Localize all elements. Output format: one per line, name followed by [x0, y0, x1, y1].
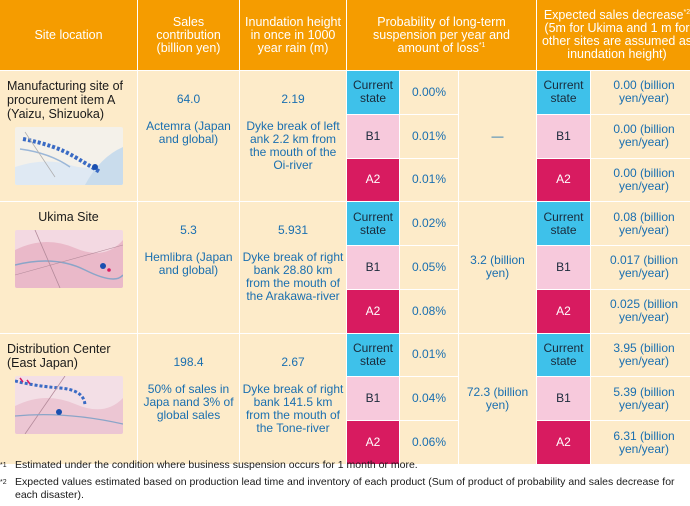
footnote-2-mark: *2 — [0, 479, 7, 486]
probability-value: 0.05% — [400, 246, 458, 289]
scenario-b1-label: B1 — [537, 377, 590, 421]
sales-value: 64.0 — [176, 92, 201, 106]
height-desc: Dyke break of right bank 141.5 km from t… — [242, 381, 344, 435]
scenario-b1-label: B1 — [537, 114, 590, 158]
height-value: 2.19 — [281, 92, 305, 106]
height-value: 5.931 — [277, 223, 309, 238]
site-cell-ukima: Ukima Site — [0, 202, 137, 333]
loss-amount: — — [459, 71, 536, 202]
site-map-image-distribution-center — [14, 375, 123, 434]
probability-value: 0.06% — [400, 421, 458, 464]
scenario-b1-label: B1 — [537, 246, 590, 289]
sales-value: 198.4 — [173, 354, 204, 369]
scenario-a2-label: A2 — [537, 421, 590, 464]
decrease-value: 5.39 (billion yen/year) — [591, 377, 690, 421]
scenario-b1-label: B1 — [347, 246, 399, 289]
scenario-current-label: Current state — [347, 333, 399, 377]
site-map-image-yaizu — [14, 127, 123, 185]
probability-value: 0.01% — [400, 114, 458, 158]
height-desc: Dyke break of right bank 28.80 km from t… — [242, 250, 344, 304]
sales-desc: Hemlibra (Japan and global) — [144, 250, 233, 278]
site-name: Distribution Center (East Japan) — [7, 341, 111, 370]
risk-table: Site location Sales contribution (billio… — [0, 0, 690, 464]
decrease-value: 0.025 (billion yen/year) — [591, 289, 690, 333]
footnote-2-text: Expected values estimated based on produ… — [15, 476, 675, 501]
scenario-current-label: Current state — [537, 71, 590, 114]
decrease-value: 3.95 (billion yen/year) — [591, 333, 690, 377]
scenario-current-label: Current state — [347, 202, 399, 246]
header-expected-decrease-text: Expected sales decrease — [543, 8, 684, 22]
header-site-location: Site location — [0, 0, 137, 70]
probability-value: 0.01% — [400, 333, 458, 377]
scenario-a2-label: A2 — [537, 158, 590, 202]
probability-value: 0.04% — [400, 377, 458, 421]
probability-value: 0.02% — [400, 202, 458, 246]
decrease-value: 0.00 (billion yen/year) — [591, 158, 690, 202]
height-cell-ukima: 5.931 Dyke break of right bank 28.80 km … — [240, 202, 346, 333]
footnote-1-text: Estimated under the condition where busi… — [15, 459, 418, 471]
height-cell-yaizu: 2.19 Dyke break of left ank 2.2 km from … — [240, 71, 346, 202]
scenario-b1-label: B1 — [347, 377, 399, 421]
footnote-1-mark: *1 — [0, 462, 7, 469]
scenario-current-label: Current state — [347, 71, 399, 114]
sales-desc: Actemra (Japan and global) — [146, 119, 231, 146]
sales-cell-ukima: 5.3 Hemlibra (Japan and global) — [138, 202, 239, 333]
loss-amount: 3.2 (billion yen) — [459, 202, 536, 333]
site-name: Ukima Site — [38, 210, 99, 225]
probability-value: 0.00% — [400, 71, 458, 114]
sales-cell-distribution-center: 198.4 50% of sales in Japa nand 3% of gl… — [138, 333, 239, 464]
site-cell-distribution-center: Distribution Center (East Japan) — [0, 333, 137, 464]
scenario-a2-label: A2 — [537, 289, 590, 333]
height-cell-distribution-center: 2.67 Dyke break of right bank 141.5 km f… — [240, 333, 346, 464]
header-sales-contribution: Sales contribution (billion yen) — [138, 0, 239, 70]
scenario-a2-label: A2 — [347, 158, 399, 202]
decrease-value: 0.017 (billion yen/year) — [591, 246, 690, 289]
sales-cell-yaizu: 64.0 Actemra (Japan and global) — [138, 71, 239, 202]
footnote-1: *1 Estimated under the condition where b… — [0, 459, 690, 472]
decrease-value: 0.08 (billion yen/year) — [591, 202, 690, 246]
decrease-value: 6.31 (billion yen/year) — [591, 421, 690, 464]
footnote-2: *2 Expected values estimated based on pr… — [0, 476, 690, 502]
scenario-a2-label: A2 — [347, 289, 399, 333]
scenario-current-label: Current state — [537, 202, 590, 246]
site-cell-yaizu: Manufacturing site of procurement item A… — [0, 71, 137, 202]
scenario-b1-label: B1 — [347, 114, 399, 158]
height-value: 2.67 — [281, 354, 305, 369]
probability-value: 0.01% — [400, 158, 458, 202]
header-inundation-height: Inundation height in once in 1000 year r… — [240, 0, 346, 70]
height-desc: Dyke break of left ank 2.2 km from the m… — [246, 119, 340, 172]
header-probability: Probability of long-term suspension per … — [347, 0, 536, 70]
site-name: Manufacturing site of procurement item A… — [7, 79, 124, 121]
header-expected-decrease-sup: *2 — [683, 8, 690, 16]
header-probability-text: Probability of long-term suspension per … — [373, 14, 510, 55]
sales-desc: 50% of sales in Japa nand 3% of global s… — [143, 381, 234, 422]
decrease-value: 0.00 (billion yen/year) — [591, 71, 690, 114]
decrease-value: 0.00 (billion yen/year) — [591, 114, 690, 158]
sales-value: 5.3 — [180, 223, 197, 238]
loss-amount: 72.3 (billion yen) — [459, 333, 536, 464]
probability-value: 0.08% — [400, 289, 458, 333]
header-expected-decrease-sub: (5m for Ukima and 1 m for other sites ar… — [541, 21, 690, 61]
scenario-current-label: Current state — [537, 333, 590, 377]
header-expected-decrease: Expected sales decrease*2 (5m for Ukima … — [537, 0, 690, 70]
scenario-a2-label: A2 — [347, 421, 399, 464]
site-map-image-ukima — [14, 230, 123, 289]
header-probability-sup: *1 — [478, 41, 486, 49]
footnotes: *1 Estimated under the condition where b… — [0, 459, 690, 506]
